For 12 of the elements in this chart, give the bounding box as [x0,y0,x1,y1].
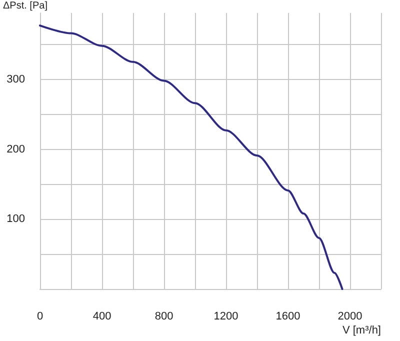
x-tick-label: 0 [36,310,44,322]
line-series [39,24,344,290]
y-axis-title: ΔPst. [Pa] [3,0,48,12]
y-tick-label: 100 [6,213,25,226]
y-tick-label: 200 [6,143,25,156]
x-tick-label: 1200 [214,310,238,322]
x-axis-title: V [m³/h] [342,324,381,336]
x-tick-label: 2000 [338,310,362,322]
x-tick-label: 800 [154,310,174,322]
x-tick-label: 1600 [276,310,300,322]
y-tick-label: 300 [6,73,25,86]
x-tick-label: 400 [92,310,112,322]
